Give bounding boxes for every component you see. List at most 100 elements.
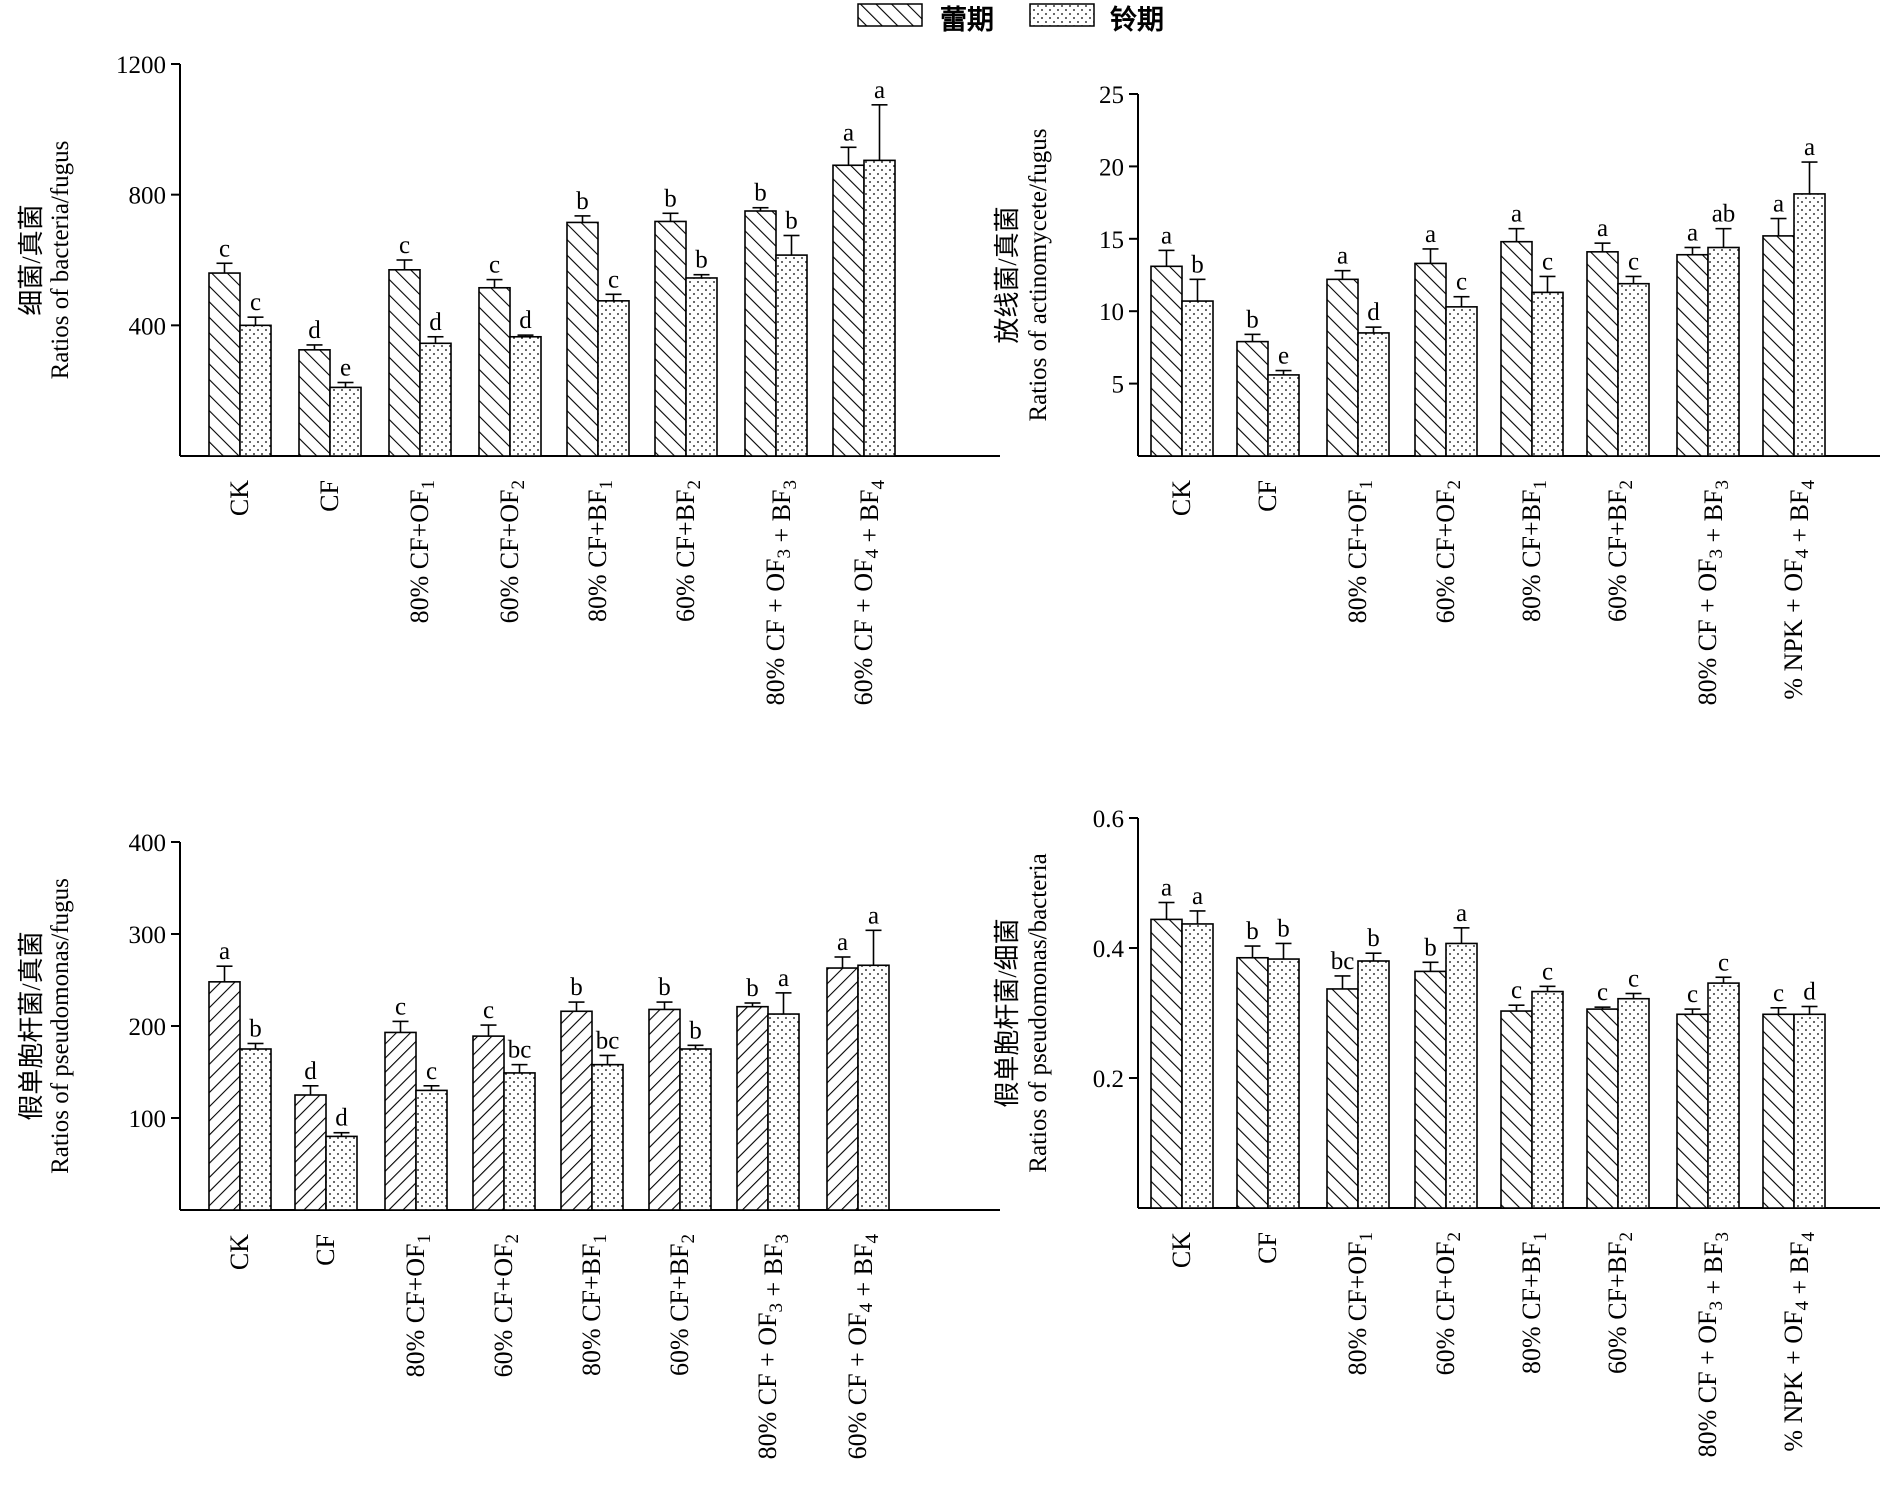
bar-boll bbox=[1445, 942, 1478, 1209]
bar-boll bbox=[591, 1063, 624, 1211]
y-axis-label-cn: 细菌/真菌 bbox=[17, 204, 46, 315]
x-category-label: 80% CF+OF1 bbox=[401, 1234, 435, 1377]
significance-letter: a bbox=[1804, 134, 1815, 161]
bar-bud bbox=[1326, 278, 1359, 457]
bar-boll bbox=[767, 1013, 800, 1211]
significance-letter: c bbox=[426, 1058, 437, 1085]
y-tick-label: 1200 bbox=[116, 52, 166, 79]
bar-boll bbox=[509, 335, 542, 457]
significance-letter: c bbox=[608, 266, 619, 293]
x-category-label: CK bbox=[225, 1234, 254, 1270]
y-tick-label: 300 bbox=[129, 922, 167, 949]
bar-bud bbox=[208, 981, 241, 1211]
y-tick-label: 100 bbox=[129, 1106, 167, 1133]
significance-letter: c bbox=[1628, 966, 1639, 993]
significance-letter: b bbox=[658, 974, 671, 1001]
y-axis-label-cn: 放线菌/真菌 bbox=[993, 206, 1022, 343]
significance-letter: d bbox=[519, 307, 532, 334]
y-tick-label: 200 bbox=[129, 1014, 167, 1041]
chart-panel-1: 400 800 1200 细菌/真菌 Ratios of bacteria/fugus c… bbox=[17, 52, 1000, 705]
x-category-label: 60% CF+BF2 bbox=[1603, 480, 1637, 622]
significance-letter: c bbox=[1687, 981, 1698, 1008]
significance-letter: a bbox=[1425, 221, 1436, 248]
bar-boll bbox=[775, 254, 808, 457]
y-axis-label-en: Ratios of actinomycete/fugus bbox=[1025, 129, 1052, 422]
significance-letter: bc bbox=[1331, 948, 1355, 975]
x-category-label: 60% CF+OF2 bbox=[1431, 480, 1465, 623]
bar-boll bbox=[1267, 958, 1300, 1209]
bar-boll bbox=[679, 1048, 712, 1211]
x-category-label: 80% CF+BF1 bbox=[583, 480, 617, 622]
bar-bud bbox=[1236, 340, 1269, 457]
legend-swatches bbox=[857, 3, 1095, 27]
bar-bud bbox=[560, 1010, 593, 1211]
bar-bud bbox=[1500, 240, 1533, 457]
bar-boll bbox=[1267, 374, 1300, 457]
bar-bud bbox=[1586, 251, 1619, 457]
bar-bud bbox=[1676, 1013, 1709, 1209]
x-category-label: % NPK + OF4 + BF4 bbox=[1779, 1232, 1819, 1452]
significance-letter: a bbox=[874, 77, 885, 104]
significance-letter: b bbox=[570, 974, 583, 1001]
significance-letter: a bbox=[1192, 883, 1203, 910]
legend-swatch-bud bbox=[857, 3, 923, 27]
bar-bud bbox=[478, 286, 511, 457]
significance-letter: c bbox=[1456, 269, 1467, 296]
bar-bud bbox=[1500, 1010, 1533, 1209]
significance-letter: b bbox=[1191, 251, 1204, 278]
bar-boll bbox=[1357, 960, 1390, 1209]
significance-letter: a bbox=[837, 929, 848, 956]
significance-letter: c bbox=[483, 997, 494, 1024]
significance-letter: b bbox=[664, 185, 677, 212]
bar-boll bbox=[857, 964, 890, 1211]
significance-letter: c bbox=[1597, 979, 1608, 1006]
significance-letter: b bbox=[576, 188, 589, 215]
bar-boll bbox=[1793, 1013, 1826, 1209]
bar-bud bbox=[1586, 1008, 1619, 1209]
legend-label-boll: 铃期 bbox=[1110, 5, 1164, 35]
significance-letter: c bbox=[1718, 949, 1729, 976]
x-category-label: 80% CF + OF3 + BF3 bbox=[753, 1234, 793, 1459]
significance-letter: e bbox=[1278, 343, 1289, 370]
significance-letter: c bbox=[395, 993, 406, 1020]
bar-bud bbox=[298, 349, 331, 457]
x-category-label: 80% CF+BF1 bbox=[1517, 480, 1551, 622]
bar-bud bbox=[388, 268, 421, 457]
bar-boll bbox=[415, 1089, 448, 1211]
bar-bud bbox=[294, 1094, 327, 1211]
significance-letter: a bbox=[1161, 875, 1172, 902]
x-category-label: 80% CF+OF1 bbox=[405, 480, 439, 623]
significance-letter: a bbox=[219, 938, 230, 965]
bar-boll bbox=[1181, 923, 1214, 1209]
bar-bud bbox=[648, 1008, 681, 1211]
bar-bud bbox=[826, 967, 859, 1211]
significance-letter: d bbox=[1803, 979, 1816, 1006]
significance-letter: ab bbox=[1712, 201, 1736, 228]
bar-boll bbox=[1707, 982, 1740, 1209]
y-tick-label: 400 bbox=[129, 313, 167, 340]
legend-swatch-boll bbox=[1029, 3, 1095, 27]
bar-bud bbox=[744, 210, 777, 457]
significance-letter: c bbox=[1542, 958, 1553, 985]
x-category-label: 80% CF+OF1 bbox=[1343, 480, 1377, 623]
significance-letter: a bbox=[868, 902, 879, 929]
x-category-label: CF bbox=[1253, 1232, 1282, 1264]
bar-boll bbox=[1617, 282, 1650, 457]
bar-boll bbox=[239, 1048, 272, 1211]
bar-bud bbox=[1676, 253, 1709, 457]
significance-letter: d bbox=[335, 1105, 348, 1132]
bar-boll bbox=[325, 1135, 358, 1211]
y-tick-label: 400 bbox=[129, 830, 167, 857]
bar-bud bbox=[384, 1031, 417, 1211]
bar-bud bbox=[1236, 956, 1269, 1209]
x-category-label: 60% CF + OF4 + BF4 bbox=[849, 480, 889, 706]
x-category-label: 60% CF+OF2 bbox=[1431, 1232, 1465, 1375]
x-category-label: 60% CF+BF2 bbox=[1603, 1232, 1637, 1374]
x-category-label: 60% CF+BF2 bbox=[671, 480, 705, 622]
bar-bud bbox=[1762, 235, 1795, 457]
bar-boll bbox=[1531, 990, 1564, 1209]
bar-boll bbox=[863, 159, 896, 457]
bar-boll bbox=[1707, 246, 1740, 457]
bar-bud bbox=[1414, 970, 1447, 1209]
y-axis-label-en: Ratios of pseudomonas/fugus bbox=[47, 878, 74, 1174]
